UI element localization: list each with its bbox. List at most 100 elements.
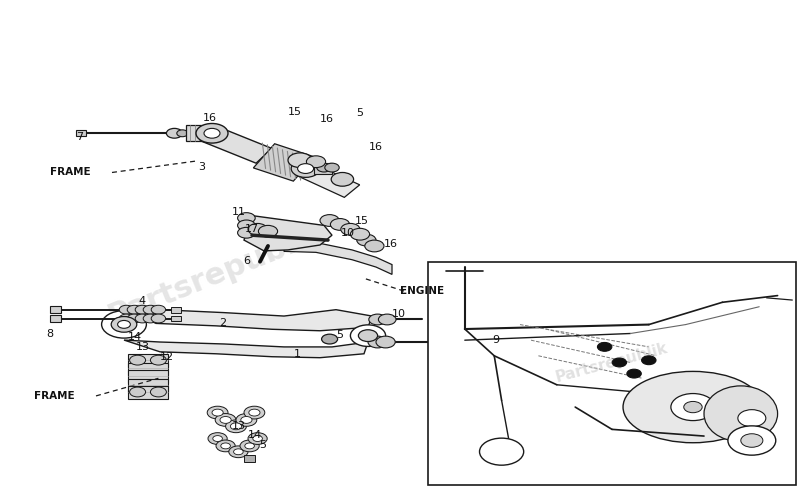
Text: 16: 16 xyxy=(319,114,334,123)
Bar xyxy=(128,363,168,375)
Circle shape xyxy=(119,305,134,314)
Text: 16: 16 xyxy=(383,239,398,249)
Circle shape xyxy=(330,219,350,230)
Text: 15: 15 xyxy=(354,217,369,226)
Circle shape xyxy=(288,153,312,168)
Polygon shape xyxy=(124,340,368,358)
Circle shape xyxy=(258,225,278,237)
Circle shape xyxy=(365,240,384,252)
Circle shape xyxy=(479,438,524,465)
Bar xyxy=(50,315,61,322)
Circle shape xyxy=(378,314,396,325)
Circle shape xyxy=(234,449,243,455)
Text: 17: 17 xyxy=(245,224,259,234)
Circle shape xyxy=(236,414,257,426)
Text: ENGINE: ENGINE xyxy=(400,286,445,296)
Text: 15: 15 xyxy=(287,107,302,117)
Circle shape xyxy=(212,409,223,416)
Circle shape xyxy=(221,443,230,449)
Circle shape xyxy=(135,305,150,314)
Circle shape xyxy=(369,314,386,325)
Circle shape xyxy=(627,369,642,378)
Circle shape xyxy=(241,416,252,423)
Circle shape xyxy=(226,420,246,433)
Bar xyxy=(128,386,168,399)
Circle shape xyxy=(213,436,222,441)
Circle shape xyxy=(216,440,235,452)
Circle shape xyxy=(320,215,339,226)
Circle shape xyxy=(684,401,702,413)
Circle shape xyxy=(358,330,378,342)
Circle shape xyxy=(166,128,182,138)
Circle shape xyxy=(150,387,166,397)
Circle shape xyxy=(244,406,265,419)
Circle shape xyxy=(612,358,626,367)
Circle shape xyxy=(642,356,656,365)
Text: Partsrepublik: Partsrepublik xyxy=(554,340,670,385)
Circle shape xyxy=(135,314,150,323)
Circle shape xyxy=(130,387,146,397)
Bar xyxy=(510,338,523,346)
Circle shape xyxy=(376,336,395,348)
Polygon shape xyxy=(124,309,372,331)
Text: FRAME: FRAME xyxy=(50,168,90,177)
Ellipse shape xyxy=(704,386,778,441)
Circle shape xyxy=(230,423,242,430)
Bar xyxy=(428,262,796,485)
Circle shape xyxy=(741,434,763,447)
Circle shape xyxy=(306,156,326,168)
Bar xyxy=(128,379,168,392)
Circle shape xyxy=(368,336,387,348)
Text: 16: 16 xyxy=(369,142,383,152)
Circle shape xyxy=(238,220,255,231)
Circle shape xyxy=(229,446,248,458)
Bar xyxy=(244,455,255,462)
Text: 10: 10 xyxy=(391,309,406,318)
Circle shape xyxy=(341,223,360,235)
Circle shape xyxy=(118,320,130,328)
Text: 8: 8 xyxy=(46,329,53,339)
Bar xyxy=(50,306,61,313)
Circle shape xyxy=(220,416,231,423)
Circle shape xyxy=(738,410,766,427)
Circle shape xyxy=(322,334,338,344)
Text: 3: 3 xyxy=(198,162,205,172)
Bar xyxy=(171,307,181,313)
Circle shape xyxy=(350,228,370,240)
Text: 13: 13 xyxy=(231,421,246,431)
Circle shape xyxy=(357,234,376,246)
Circle shape xyxy=(143,305,158,314)
Text: 5: 5 xyxy=(336,330,342,340)
Circle shape xyxy=(291,160,320,177)
Bar xyxy=(171,316,181,321)
Text: 7: 7 xyxy=(77,132,83,142)
Circle shape xyxy=(196,123,228,143)
Text: 14: 14 xyxy=(247,430,262,440)
Text: 13: 13 xyxy=(135,342,150,352)
Circle shape xyxy=(598,343,612,351)
Circle shape xyxy=(151,305,166,314)
Text: 2: 2 xyxy=(219,318,226,328)
Circle shape xyxy=(127,314,142,323)
Text: FRAME: FRAME xyxy=(34,391,74,401)
Text: Partsrepublik: Partsrepublik xyxy=(103,218,329,331)
Circle shape xyxy=(350,325,386,346)
Text: 5: 5 xyxy=(357,108,363,118)
Circle shape xyxy=(728,426,776,455)
Circle shape xyxy=(215,414,236,426)
Polygon shape xyxy=(200,126,272,163)
Circle shape xyxy=(248,433,267,444)
Text: 4: 4 xyxy=(139,296,146,306)
Circle shape xyxy=(245,443,254,449)
Text: 5: 5 xyxy=(259,440,266,450)
Text: 16: 16 xyxy=(202,113,217,122)
Circle shape xyxy=(331,172,354,186)
Bar xyxy=(128,370,168,383)
Circle shape xyxy=(143,314,158,323)
Text: 10: 10 xyxy=(341,228,355,238)
Bar xyxy=(186,125,209,141)
Polygon shape xyxy=(254,144,314,181)
Circle shape xyxy=(150,355,166,365)
Text: 6: 6 xyxy=(243,256,250,266)
Circle shape xyxy=(253,436,262,441)
